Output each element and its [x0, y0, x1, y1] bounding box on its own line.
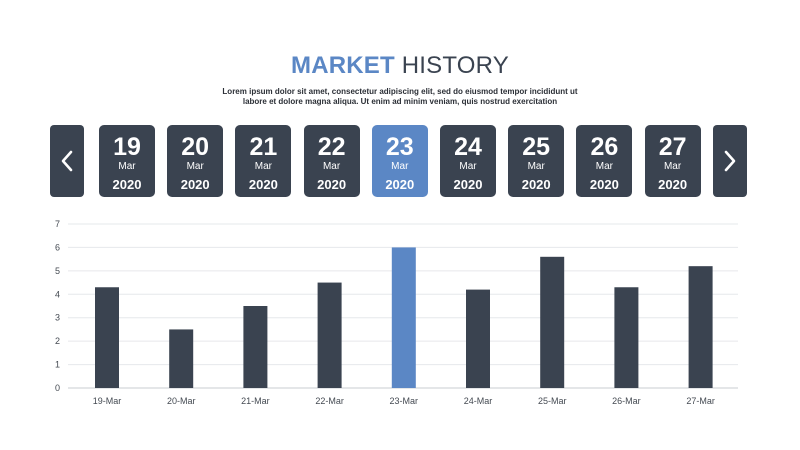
- y-tick-label: 3: [55, 313, 60, 323]
- date-card-day: 26: [590, 133, 619, 161]
- x-tick-label: 20-Mar: [167, 396, 196, 406]
- date-card-month: Mar: [527, 161, 545, 172]
- subtitle-line-2: labore et dolore magna aliqua. Ut enim a…: [242, 97, 558, 106]
- bar-22-Mar: [317, 282, 342, 388]
- y-tick-label: 6: [55, 242, 60, 252]
- date-card-year: 2020: [385, 177, 415, 192]
- date-card-day: 25: [522, 133, 551, 161]
- title-strong: MARKET: [291, 52, 395, 79]
- date-card-day: 23: [385, 133, 414, 161]
- bar-20-Mar: [169, 329, 194, 388]
- bar-27-Mar: [688, 266, 713, 388]
- bar-23-Mar: [391, 247, 416, 388]
- date-card-year: 2020: [589, 177, 619, 192]
- date-card-19[interactable]: 19 Mar 2020: [99, 125, 155, 197]
- bar-21-Mar: [243, 306, 268, 388]
- chevron-right-icon: [724, 150, 736, 172]
- date-card-day: 24: [454, 133, 482, 161]
- x-tick-label: 24-Mar: [464, 396, 493, 406]
- prev-date-button[interactable]: [50, 125, 84, 197]
- y-tick-label: 5: [55, 266, 60, 276]
- subtitle-line-1: Lorem ipsum dolor sit amet, consectetur …: [222, 87, 578, 96]
- date-card-day: 27: [658, 133, 687, 161]
- date-card-26[interactable]: 26 Mar 2020: [576, 125, 633, 197]
- x-tick-label: 21-Mar: [241, 396, 270, 406]
- date-card-year: 2020: [658, 177, 688, 192]
- date-card-24[interactable]: 24 Mar 2020: [440, 125, 496, 197]
- x-tick-label: 23-Mar: [390, 396, 419, 406]
- date-card-month: Mar: [322, 161, 341, 172]
- next-date-button[interactable]: [713, 125, 747, 197]
- date-card-20[interactable]: 20 Mar 2020: [167, 125, 224, 197]
- bar-19-Mar: [95, 287, 119, 388]
- date-card-day: 20: [181, 133, 210, 161]
- date-card-21[interactable]: 21 Mar 2020: [235, 125, 292, 197]
- date-card-year: 2020: [453, 177, 483, 192]
- date-card-month: Mar: [118, 161, 136, 172]
- date-card-month: Mar: [459, 161, 477, 172]
- y-tick-label: 2: [55, 336, 60, 346]
- page-subtitle: Lorem ipsum dolor sit amet, consectetur …: [150, 87, 650, 107]
- date-card-month: Mar: [186, 161, 204, 172]
- date-card-27[interactable]: 27 Mar 2020: [644, 125, 701, 197]
- bar-24-Mar: [466, 289, 490, 388]
- date-card-year: 2020: [112, 177, 142, 192]
- title-light: HISTORY: [401, 52, 509, 79]
- market-bar-chart: 0 1 2 3 4 5 6 7 19-Mar 20-Mar 21-Mar 22-Mar 23-Mar 24…: [55, 219, 738, 406]
- date-card-month: Mar: [391, 161, 409, 172]
- bar-26-Mar: [614, 287, 639, 388]
- date-card-year: 2020: [521, 177, 551, 192]
- date-card-year: 2020: [248, 177, 278, 192]
- page-title: MARKET HISTORY: [0, 52, 800, 80]
- date-card-month: Mar: [663, 161, 682, 172]
- bar-25-Mar: [540, 256, 565, 388]
- date-card-year: 2020: [180, 177, 210, 192]
- date-card-day: 22: [317, 133, 346, 161]
- y-tick-label: 1: [55, 360, 60, 370]
- chevron-left-icon: [61, 150, 73, 172]
- x-tick-label: 25-Mar: [538, 396, 567, 406]
- y-tick-label: 4: [55, 289, 60, 299]
- date-card-25[interactable]: 25 Mar 2020: [508, 125, 565, 197]
- date-card-month: Mar: [595, 161, 613, 172]
- date-card-year: 2020: [317, 177, 347, 192]
- date-card-22[interactable]: 22 Mar 2020: [303, 125, 360, 197]
- y-tick-label: 7: [55, 219, 60, 229]
- y-tick-label: 0: [55, 383, 60, 393]
- x-tick-label: 26-Mar: [612, 396, 641, 406]
- x-tick-label: 19-Mar: [93, 396, 122, 406]
- x-tick-label: 22-Mar: [315, 396, 344, 406]
- date-card-23[interactable]: 23 Mar 2020: [371, 125, 428, 197]
- date-card-month: Mar: [254, 161, 272, 172]
- date-card-day: 19: [113, 133, 141, 161]
- x-tick-label: 27-Mar: [686, 396, 715, 406]
- date-card-day: 21: [249, 133, 278, 161]
